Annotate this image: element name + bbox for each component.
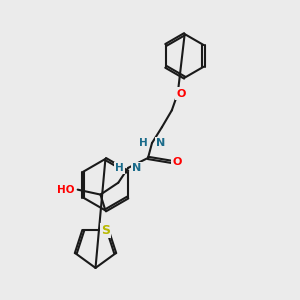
Text: N: N [156, 138, 165, 148]
Text: O: O [172, 157, 182, 167]
Text: HO: HO [57, 184, 75, 195]
Text: O: O [176, 88, 185, 98]
Text: N: N [132, 163, 141, 173]
Text: S: S [101, 224, 110, 237]
Text: H: H [139, 138, 148, 148]
Text: H: H [116, 163, 124, 173]
